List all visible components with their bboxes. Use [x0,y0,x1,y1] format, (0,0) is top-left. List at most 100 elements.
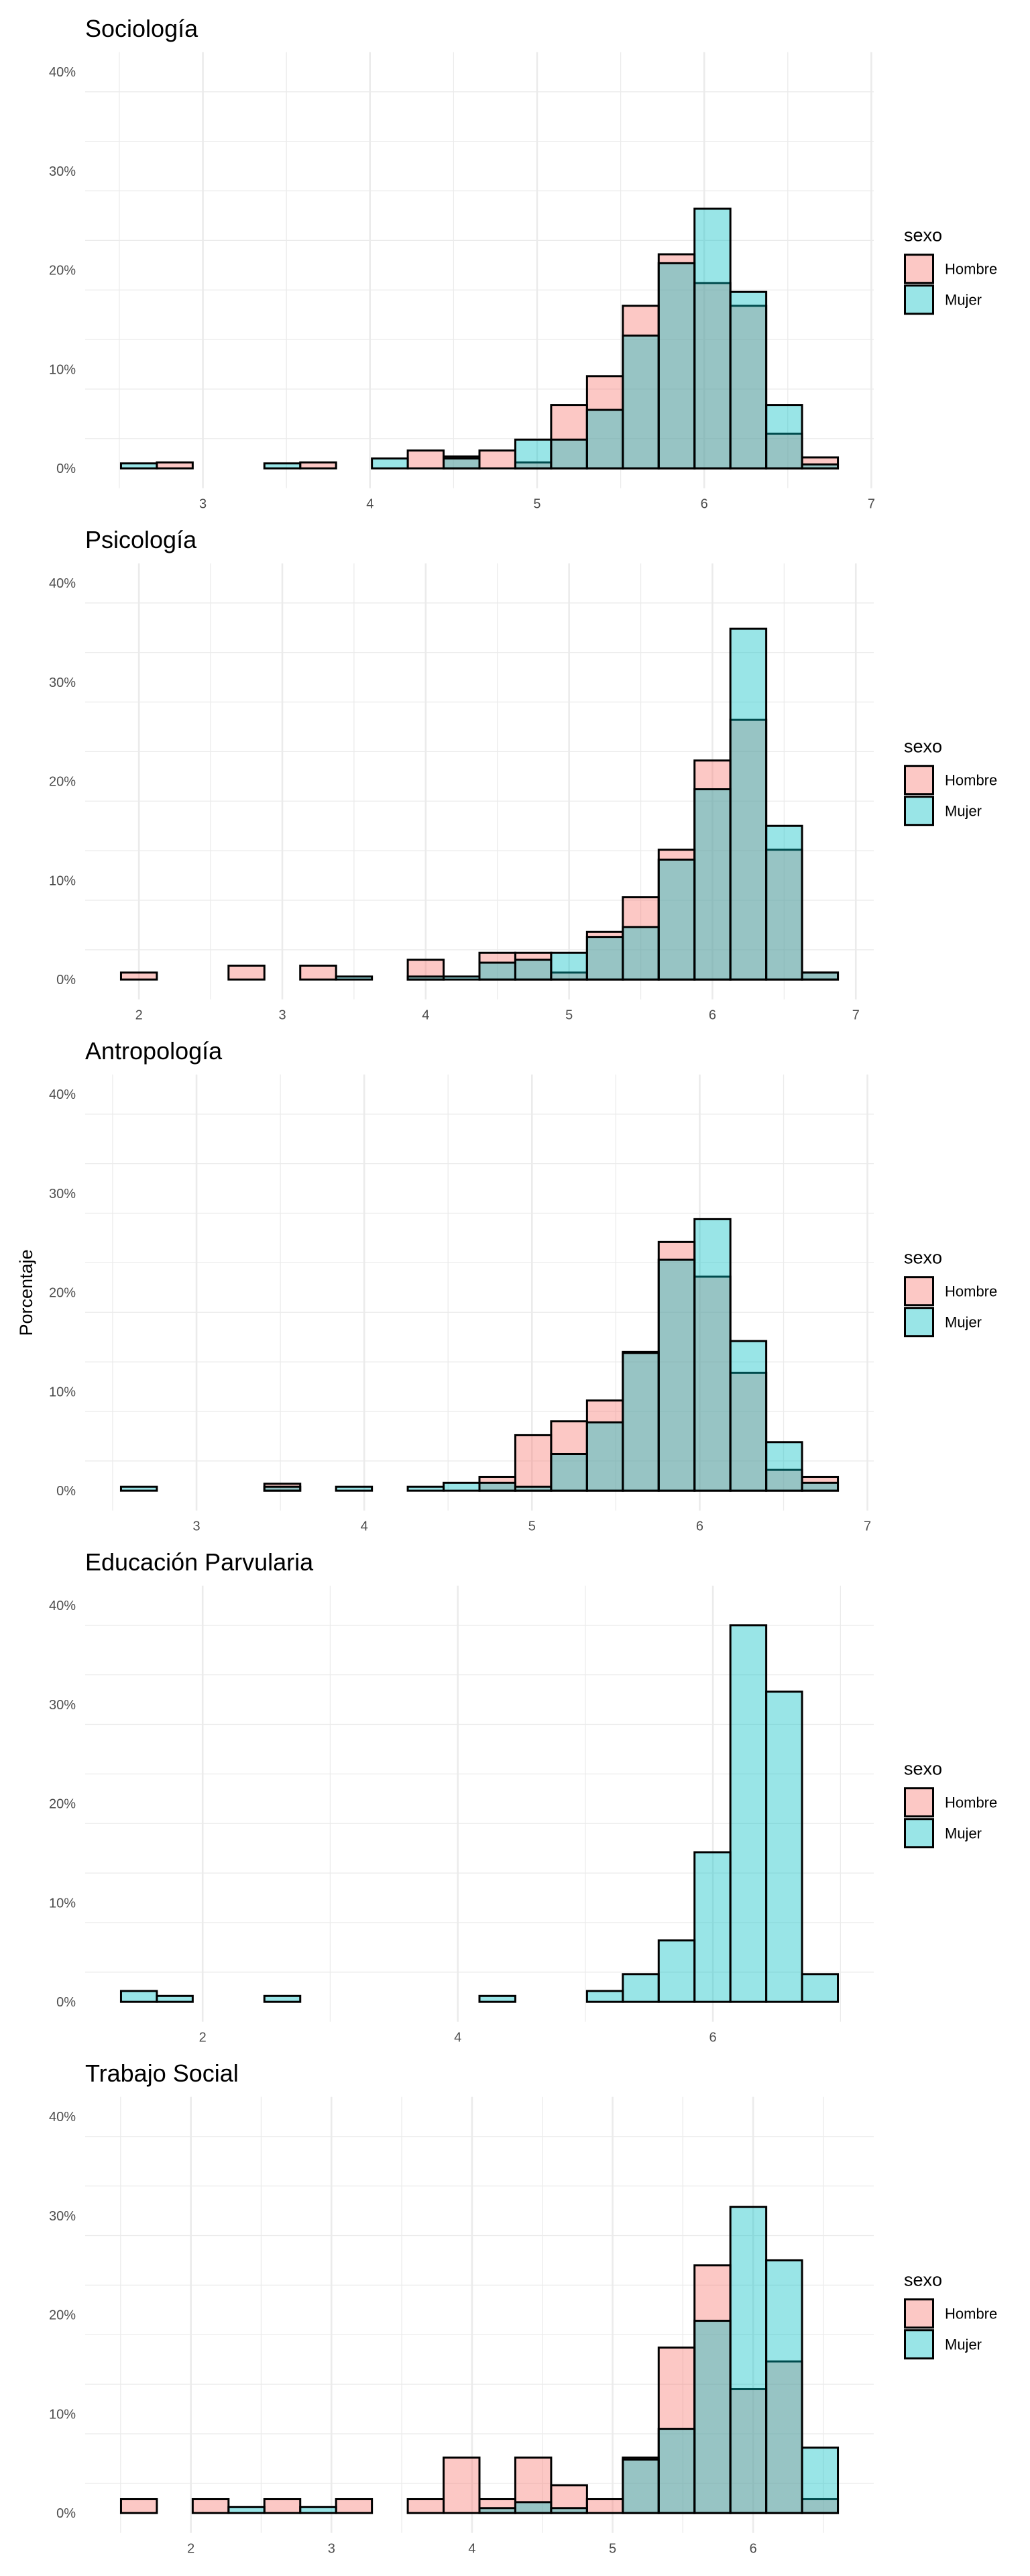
histogram-panel: Trabajo Social 0% 10% 20% 30% 40% 2 3 4 5 6 sexoHom… [49,2059,997,2557]
x-tick-label: 5 [528,1519,536,1534]
histogram-bar [550,438,588,470]
histogram-bar [478,2507,516,2514]
histogram-bar [119,1990,158,2003]
histogram-bar [514,2456,553,2514]
histogram-bar [729,305,768,470]
bars [119,2206,840,2514]
y-tick-label: 40% [49,2110,76,2125]
histogram-bar [478,961,516,981]
histogram-bar [693,1851,732,2003]
histogram-bar [550,1452,588,1492]
bars [119,627,840,981]
histogram-panel: Educación Parvularia 0% 10% 20% 30% 40% 2 4 6 sex… [49,1548,997,2045]
histogram-bar [765,2259,803,2514]
histogram-bar [729,1624,768,2003]
histogram-bar [693,1275,732,1492]
histogram-bar [622,1973,660,2003]
x-tick-label: 7 [868,497,875,512]
legend-title: sexo [904,737,942,757]
panel-title: Antropología [85,1037,223,1065]
legend-label-hombre: Hombre [945,1794,997,1811]
x-tick-label: 4 [361,1519,368,1534]
histogram-bar [801,463,840,470]
legend-key-hombre [904,254,934,284]
histogram-bar [765,1690,803,2003]
y-tick-label: 30% [49,2209,76,2224]
y-tick-label: 30% [49,164,76,179]
legend-key-mujer [904,2329,934,2360]
histogram-bar [263,2498,302,2514]
legend-title: sexo [904,225,942,246]
histogram-bar [406,2498,445,2514]
y-tick-label: 40% [49,65,76,80]
series-mujer [119,1624,840,2003]
y-tick-label: 20% [49,1797,76,1812]
histogram-bar [156,461,194,470]
histogram-bar [514,959,553,981]
x-tick-label: 7 [864,1519,871,1534]
histogram-bar [585,1421,624,1492]
histogram-bar [622,926,660,981]
histogram-panel: Psicología 0% 10% 20% 30% 40% 2 3 4 5 6 7 sexoHombre… [49,526,997,1023]
series-mujer [227,2206,840,2514]
x-tick-label: 5 [565,1008,573,1023]
y-tick-label: 0% [56,462,76,476]
series-hombre [156,253,840,470]
histogram-bar [191,2498,230,2514]
histogram-bar [514,2501,553,2514]
legend-label-mujer: Mujer [945,1825,982,1842]
grid [85,563,874,1000]
x-tick-label: 3 [278,1008,286,1023]
y-tick-label: 10% [49,362,76,377]
y-tick-label: 30% [49,1698,76,1713]
histogram-bar [693,788,732,981]
legend-key-hombre [904,1276,934,1307]
series-mujer [119,1218,840,1492]
histogram-bar [801,971,840,981]
histogram-bar [156,1994,194,2003]
x-tick-label: 6 [750,2542,757,2557]
bars [119,1624,840,2003]
histogram-bar [335,2498,374,2514]
x-tick-label: 4 [366,497,374,512]
histogram-bar [585,409,624,470]
histogram-bar [371,457,409,470]
histogram-bar [119,1485,158,1492]
histogram-bar [443,975,481,981]
y-tick-label: 40% [49,1599,76,1613]
series-hombre [263,1240,840,1492]
y-tick-label: 10% [49,2407,76,2422]
y-tick-label: 0% [56,973,76,987]
y-tick-label: 30% [49,676,76,690]
histogram-bar [585,936,624,981]
series-mujer [335,627,840,981]
panel-title: Psicología [85,526,197,553]
histogram-bar [406,449,445,470]
legend-key-mujer [904,796,934,826]
histogram-bar [729,2206,768,2514]
x-tick-label: 2 [135,1008,143,1023]
histogram-bar [443,1481,481,1492]
series-mujer [119,207,840,470]
x-tick-label: 6 [709,1008,716,1023]
x-tick-label: 3 [199,497,207,512]
histogram-bar [801,1973,840,2003]
legend-label-hombre: Hombre [945,772,997,789]
histogram-bar [693,1218,732,1492]
histogram-bar [227,2506,266,2514]
x-tick-label: 2 [187,2542,194,2557]
grid [85,52,874,488]
histogram-bar [299,2506,337,2514]
x-tick-label: 5 [609,2542,616,2557]
histogram-bar [478,1481,516,1492]
histogram-bar [299,461,337,470]
legend-title: sexo [904,2270,942,2290]
legend-label-hombre: Hombre [945,2306,997,2322]
legend-title: sexo [904,1759,942,1779]
